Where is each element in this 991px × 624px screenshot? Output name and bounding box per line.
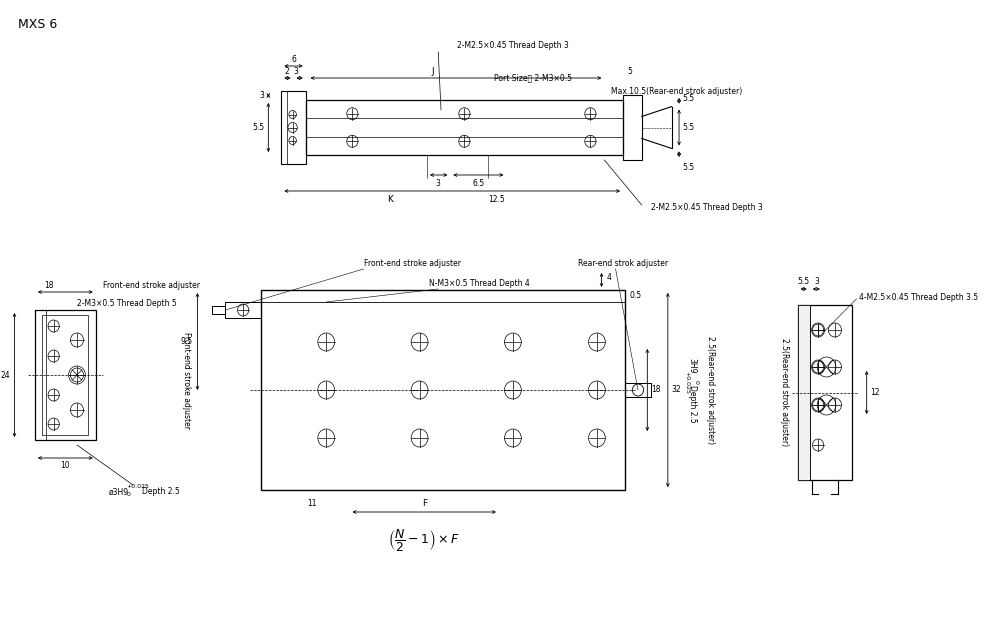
Text: 5: 5: [627, 67, 632, 77]
Text: J: J: [431, 67, 434, 77]
Text: N-M3×0.5 Thread Depth 4: N-M3×0.5 Thread Depth 4: [429, 278, 529, 288]
Text: +0.025: +0.025: [684, 371, 689, 394]
Text: Depth 2.5: Depth 2.5: [688, 385, 697, 423]
Bar: [281, 91, 305, 164]
Text: 6.5: 6.5: [473, 178, 485, 187]
Text: 18: 18: [45, 281, 54, 291]
Text: 6: 6: [291, 56, 296, 64]
Text: 32: 32: [672, 386, 681, 394]
Text: 12.5: 12.5: [488, 195, 504, 203]
Text: 10: 10: [60, 461, 70, 469]
Text: 4-M2.5×0.45 Thread Depth 3.5: 4-M2.5×0.45 Thread Depth 3.5: [859, 293, 978, 301]
Text: Front-end stroke adjuster: Front-end stroke adjuster: [181, 331, 190, 429]
Bar: [625, 383, 651, 397]
Text: 5.5: 5.5: [683, 94, 695, 103]
Text: 3: 3: [815, 278, 820, 286]
Text: 2.5(Rear-end strok adjuster): 2.5(Rear-end strok adjuster): [707, 336, 716, 444]
Text: 0: 0: [694, 380, 699, 384]
Text: 3H9: 3H9: [688, 358, 697, 374]
Text: 2-M2.5×0.45 Thread Depth 3: 2-M2.5×0.45 Thread Depth 3: [651, 203, 763, 212]
Text: 11: 11: [307, 499, 317, 509]
Bar: [798, 305, 851, 480]
Text: Front-end stroke adjuster: Front-end stroke adjuster: [364, 258, 461, 268]
Bar: [261, 290, 625, 490]
Text: 3: 3: [260, 91, 265, 100]
Bar: [305, 100, 623, 155]
Text: Rear-end strok adjuster: Rear-end strok adjuster: [578, 258, 668, 268]
Text: 2-M2.5×0.45 Thread Depth 3: 2-M2.5×0.45 Thread Depth 3: [457, 42, 569, 51]
Text: 5.5: 5.5: [683, 123, 695, 132]
Text: 2-M3×0.5 Thread Depth 5: 2-M3×0.5 Thread Depth 5: [77, 300, 176, 308]
Text: +0.025: +0.025: [127, 484, 150, 489]
Text: 4: 4: [606, 273, 611, 283]
Bar: [225, 302, 261, 318]
Text: K: K: [386, 195, 392, 203]
Text: Port Size： 2-M3×0.5: Port Size： 2-M3×0.5: [495, 74, 572, 82]
Bar: [798, 305, 810, 480]
Text: ø3H9: ø3H9: [109, 487, 129, 497]
Text: 5.5: 5.5: [797, 278, 810, 286]
Bar: [43, 315, 88, 435]
Text: 2: 2: [284, 67, 289, 77]
Bar: [35, 310, 96, 440]
Text: Depth 2.5: Depth 2.5: [143, 487, 180, 497]
Text: $\left(\dfrac{N}{2}-1\right)\times F$: $\left(\dfrac{N}{2}-1\right)\times F$: [388, 527, 460, 553]
Text: 3: 3: [293, 67, 298, 77]
Text: 18: 18: [651, 386, 661, 394]
Text: 0.5: 0.5: [629, 291, 642, 301]
Text: Front-end stroke adjuster: Front-end stroke adjuster: [103, 281, 200, 291]
Text: 5.5: 5.5: [253, 123, 265, 132]
Text: 0: 0: [127, 492, 131, 497]
Bar: [623, 95, 642, 160]
Text: F: F: [421, 499, 427, 509]
Text: 2.5(Rear-end strok adjuster): 2.5(Rear-end strok adjuster): [780, 338, 789, 447]
Text: MXS 6: MXS 6: [18, 18, 57, 31]
Text: Max.10.5(Rear-end strok adjuster): Max.10.5(Rear-end strok adjuster): [610, 87, 742, 97]
Text: 9.5: 9.5: [180, 338, 192, 346]
Text: 12: 12: [870, 388, 880, 397]
Text: 24: 24: [0, 371, 10, 379]
Text: 3: 3: [436, 178, 441, 187]
Bar: [212, 306, 225, 314]
Text: 5.5: 5.5: [683, 163, 695, 172]
